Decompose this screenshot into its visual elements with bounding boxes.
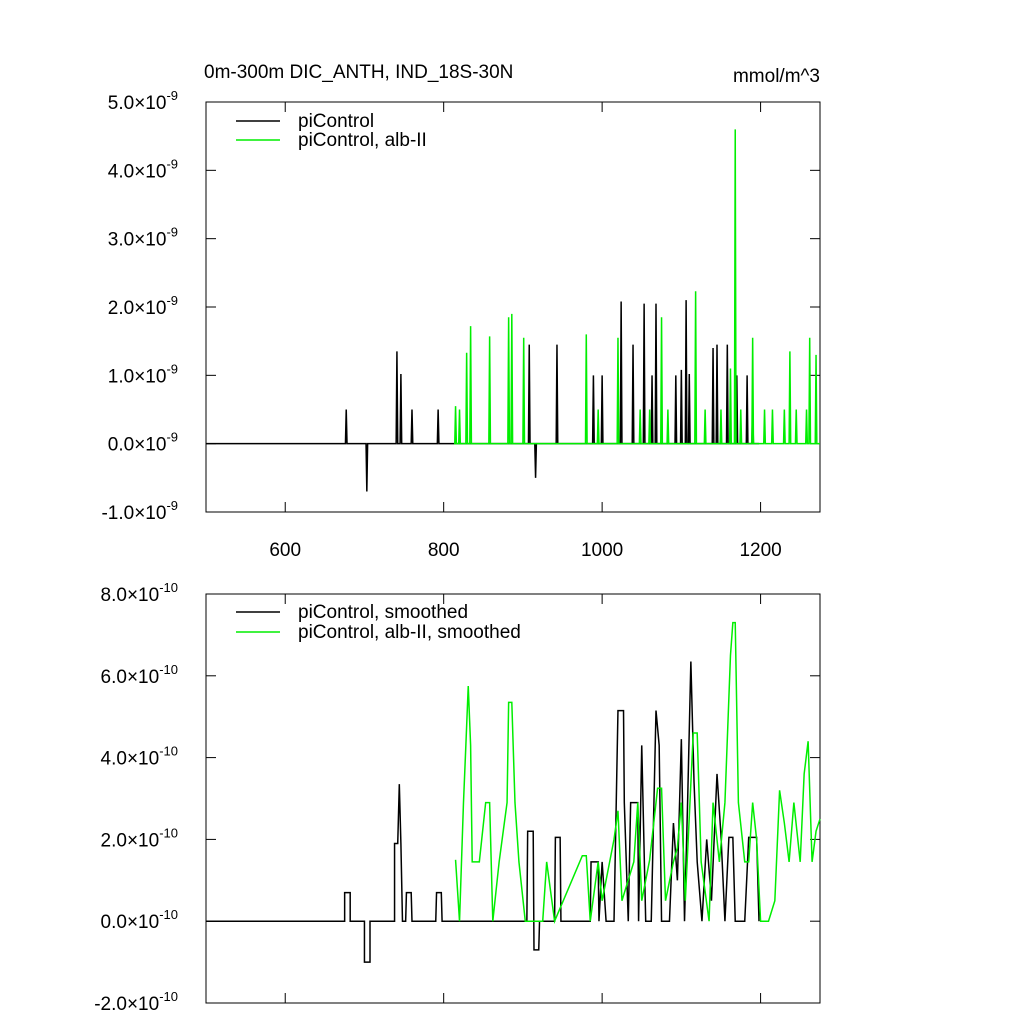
x-tick-label: 1200 [739, 540, 781, 561]
y-tick-label: 0.0×10-9 [108, 430, 178, 456]
y-tick-exponent: -9 [166, 430, 178, 445]
y-tick-label: 4.0×10-10 [101, 744, 178, 770]
y-tick-mantissa: -2.0×10 [94, 994, 159, 1015]
y-tick-label: 2.0×10-9 [108, 293, 178, 319]
y-tick-exponent: -9 [166, 156, 178, 171]
y-tick-exponent: -9 [166, 88, 178, 103]
y-tick-label: -2.0×10-10 [94, 989, 178, 1015]
y-tick-label: 2.0×10-10 [101, 825, 178, 851]
data-line [206, 661, 760, 963]
y-tick-exponent: -9 [166, 293, 178, 308]
y-tick-mantissa: 4.0×10 [108, 161, 167, 182]
y-tick-mantissa: 0.0×10 [108, 435, 167, 456]
y-tick-exponent: -9 [166, 361, 178, 376]
x-tick-label: 1000 [581, 540, 623, 561]
y-tick-mantissa: 4.0×10 [101, 749, 160, 770]
y-tick-mantissa: 2.0×10 [101, 830, 160, 851]
y-tick-mantissa: 1.0×10 [108, 366, 167, 387]
data-line [454, 621, 821, 925]
y-tick-mantissa: 0.0×10 [101, 912, 160, 933]
y-tick-mantissa: 2.0×10 [108, 298, 167, 319]
y-tick-exponent: -10 [159, 989, 178, 1004]
legend-label: piControl, smoothed [298, 602, 468, 623]
data-line [453, 129, 820, 445]
y-tick-label: 6.0×10-10 [101, 662, 178, 688]
y-tick-exponent: -9 [166, 498, 178, 513]
y-tick-label: 1.0×10-9 [108, 361, 178, 387]
y-tick-label: 4.0×10-9 [108, 156, 178, 182]
plot-frame [205, 101, 821, 513]
y-tick-label: 0.0×10-10 [101, 907, 178, 933]
y-tick-exponent: -10 [159, 580, 178, 595]
x-tick-label: 800 [428, 540, 460, 561]
legend-label: piControl, alb-II [298, 130, 427, 151]
y-tick-exponent: -10 [159, 744, 178, 759]
y-tick-mantissa: 3.0×10 [108, 230, 167, 251]
y-tick-label: -1.0×10-9 [101, 498, 178, 524]
x-tick-label: 600 [269, 540, 301, 561]
y-tick-exponent: -10 [159, 825, 178, 840]
y-tick-label: 3.0×10-9 [108, 225, 178, 251]
y-tick-mantissa: -1.0×10 [101, 503, 166, 524]
y-tick-mantissa: 8.0×10 [101, 585, 160, 606]
y-tick-exponent: -9 [166, 225, 178, 240]
y-tick-mantissa: 5.0×10 [108, 93, 167, 114]
y-tick-mantissa: 6.0×10 [101, 667, 160, 688]
legend-label: piControl [298, 111, 374, 132]
y-tick-exponent: -10 [159, 907, 178, 922]
y-tick-exponent: -10 [159, 662, 178, 677]
legend-label: piControl, alb-II, smoothed [298, 622, 521, 643]
chart-title: 0m-300m DIC_ANTH, IND_18S-30N [204, 62, 513, 83]
units-label: mmol/m^3 [733, 66, 820, 87]
data-line [206, 300, 759, 492]
y-tick-label: 8.0×10-10 [101, 580, 178, 606]
y-tick-label: 5.0×10-9 [108, 88, 178, 114]
plot-frame [205, 593, 821, 1004]
